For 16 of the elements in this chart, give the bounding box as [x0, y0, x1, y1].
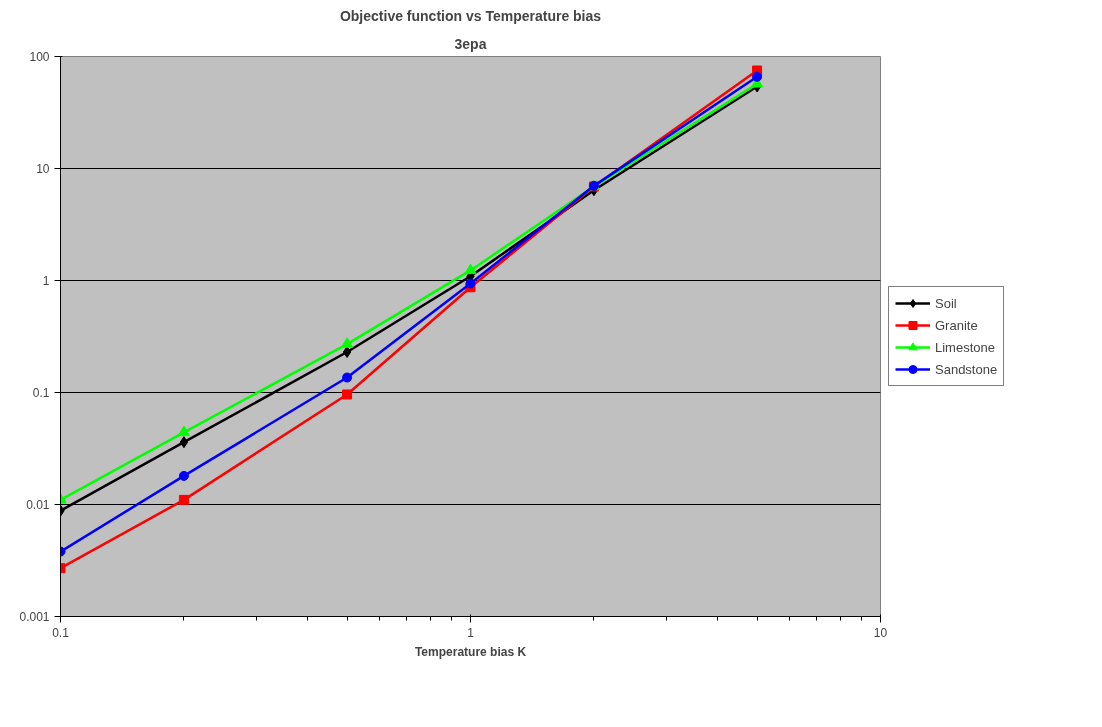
x-axis-title: Temperature bias K — [414, 644, 527, 659]
x-tick-label: 10 — [873, 625, 888, 640]
y-tick-label: 10 — [36, 162, 50, 176]
y-tick-label: 0.001 — [19, 610, 50, 624]
legend-label: Granite — [935, 317, 978, 333]
y-tick-label: 0.01 — [26, 498, 50, 512]
y-tick-label: 100 — [29, 50, 50, 64]
x-tick-label: 0.1 — [52, 625, 70, 640]
legend-label: Soil — [935, 295, 957, 311]
legend-label: Sandstone — [935, 361, 998, 377]
y-tick-label: 1 — [42, 274, 50, 288]
chart-subtitle: 3epa — [454, 35, 487, 52]
x-tick-label: 1 — [467, 625, 475, 640]
chart-title: Objective function vs Temperature bias — [339, 7, 602, 24]
legend-label: Limestone — [935, 339, 995, 355]
y-tick-label: 0.1 — [32, 386, 50, 400]
